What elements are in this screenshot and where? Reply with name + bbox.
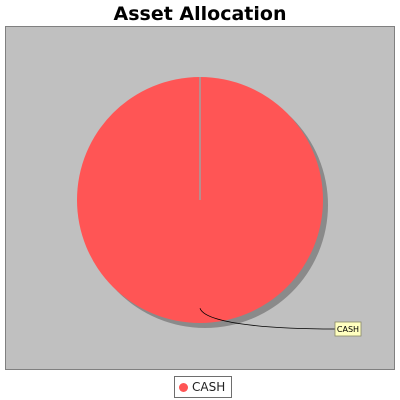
chart-title: Asset Allocation <box>113 3 287 25</box>
slice-label-box <box>334 321 362 337</box>
label-connector <box>199 308 336 330</box>
slice-label-text: CASH <box>337 325 359 334</box>
legend-label-cash: CASH <box>192 380 226 394</box>
legend-swatch-cash <box>179 382 188 392</box>
pie-chart: CASH <box>77 77 362 337</box>
plot-area: CASH <box>5 26 395 370</box>
legend: CASH <box>174 376 233 398</box>
